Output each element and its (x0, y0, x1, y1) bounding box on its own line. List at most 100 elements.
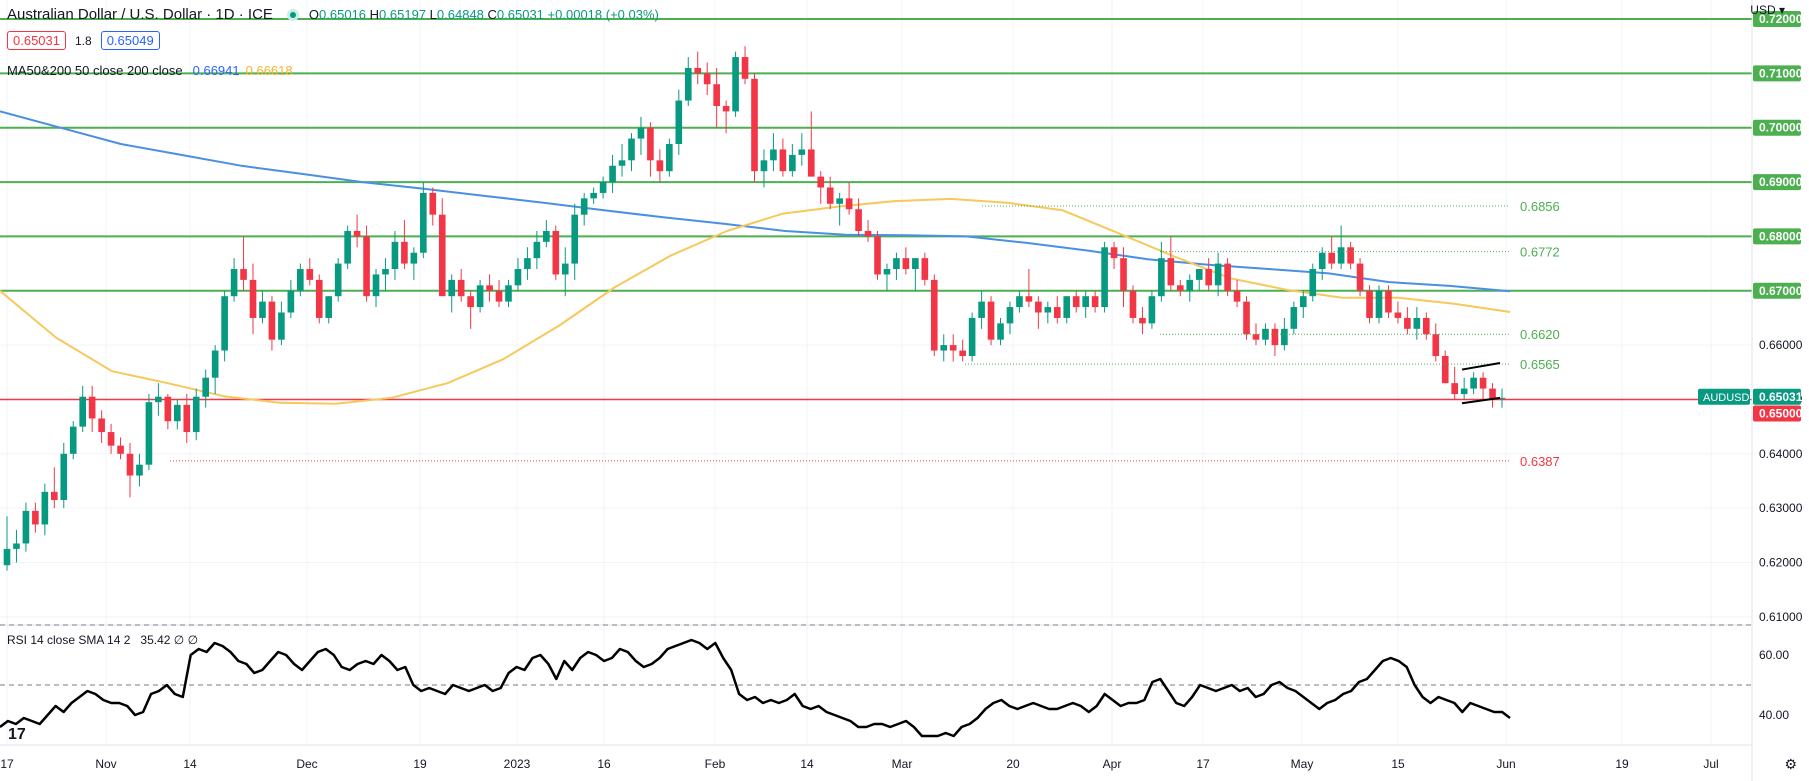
annotations: 0.6856 0.6772 0.6620 0.6565 0.6387 (170, 199, 1560, 469)
candle-body (117, 445, 124, 454)
candle-body (1252, 334, 1260, 340)
rsi-legend[interactable]: RSI 14 close SMA 14 2 35.42 ∅ ∅ (7, 633, 198, 647)
candle-body (1394, 312, 1402, 318)
candle-body (930, 279, 938, 351)
price-tick-label: 0.72000 (1759, 12, 1803, 26)
ma200-value: 0.66941 (192, 63, 240, 78)
rsi-tick-label: 60.00 (1759, 648, 1789, 662)
candle-body (524, 258, 531, 270)
candle-body (1176, 285, 1184, 291)
time-tick-label: 19 (413, 757, 427, 771)
gear-icon[interactable]: ⚙ (1784, 756, 1797, 772)
time-tick-label: 17 (0, 757, 14, 771)
candle-body (1441, 355, 1449, 384)
candle-body (959, 350, 966, 356)
rsi-tick-label: 40.00 (1759, 708, 1789, 722)
candle-body (637, 127, 645, 139)
candle-body (249, 279, 257, 318)
candle-body (155, 396, 162, 403)
candle-body (987, 301, 995, 340)
ma50-value: 0.66618 (245, 63, 293, 78)
candle-body (789, 154, 796, 172)
time-tick-label: 2023 (504, 757, 531, 771)
candle-body (618, 160, 626, 166)
time-tick-label: 16 (597, 757, 611, 771)
sell-button[interactable]: 0.65031 (7, 31, 66, 50)
candle-body (382, 269, 389, 275)
candle-body (457, 279, 465, 297)
candle-body (306, 269, 314, 280)
candle-body (1148, 296, 1156, 324)
candle-body (1214, 263, 1222, 286)
price-tag-bg (1753, 119, 1801, 136)
rsi-value: 35.42 (140, 633, 171, 647)
candle-body (372, 274, 380, 297)
candle-body (438, 214, 446, 297)
candle-body (533, 241, 541, 259)
candle-body (325, 296, 333, 318)
candle-body (1129, 290, 1137, 318)
candle-body (13, 543, 20, 549)
dotted-level-label: 0.6387 (1520, 454, 1560, 469)
candle-body (1432, 334, 1440, 356)
candle-body (476, 285, 484, 308)
candle-body (88, 396, 96, 419)
candle-body (1489, 388, 1496, 400)
candle-body (514, 269, 522, 286)
candle-body (1422, 317, 1430, 335)
candle-body (770, 149, 777, 161)
high-value: 0.65197 (379, 7, 427, 22)
candle-body (874, 236, 881, 275)
time-tick-label: 14 (183, 757, 197, 771)
symbol-title[interactable]: Australian Dollar / U.S. Dollar · 1D · I… (7, 6, 273, 23)
currency-selector[interactable]: USD ▾ (1750, 3, 1785, 17)
candle-body (1299, 296, 1307, 308)
time-tick-label: 20 (1006, 757, 1020, 771)
candle-body (599, 182, 607, 193)
price-tick-label: 0.71000 (1759, 66, 1803, 80)
low-value: 0.64848 (436, 7, 484, 22)
candle-body (79, 396, 87, 427)
candle-body (1404, 317, 1411, 329)
support-tag-bg (1753, 405, 1801, 422)
candle-body (126, 453, 134, 476)
candle-body (628, 138, 635, 161)
price-tick-label: 0.63000 (1759, 501, 1803, 515)
candle-body (580, 198, 588, 215)
candle-body (50, 491, 58, 500)
candle-body (1053, 307, 1061, 318)
candle-body (136, 464, 143, 476)
candle-body (845, 198, 853, 210)
candle-body (60, 453, 68, 500)
candle-body (1347, 247, 1354, 264)
candle-body (675, 100, 683, 145)
candle-body (1205, 269, 1212, 286)
buy-button[interactable]: 0.65049 (100, 31, 160, 50)
candle-body (836, 198, 843, 204)
candle-body (505, 285, 512, 302)
candle-body (1470, 377, 1477, 389)
candle-body (779, 149, 787, 172)
candle-body (315, 279, 323, 318)
candle-body (287, 290, 295, 313)
candle-body (543, 230, 550, 242)
time-tick-label: 15 (1391, 757, 1405, 771)
candle-body (344, 230, 351, 264)
candle-body (1385, 290, 1392, 313)
candle-body (1186, 279, 1194, 291)
last-price-tag-bg (1753, 388, 1801, 405)
time-tick-label: 17 (1196, 757, 1210, 771)
candle-body (240, 269, 247, 280)
ma-legend[interactable]: MA50&200 50 close 200 close 0.66941 0.6661… (7, 63, 293, 78)
candle-body (1498, 397, 1506, 399)
candle-body (949, 345, 957, 351)
candle-body (609, 165, 616, 183)
pennant-upper-line (1461, 362, 1501, 371)
time-tick-label: May (1291, 757, 1314, 771)
time-tick-label: 19 (1615, 757, 1629, 771)
candle-body (1120, 258, 1127, 291)
symbol-tag-bg (1698, 388, 1750, 405)
candle-body (666, 144, 673, 172)
candle-body (174, 404, 181, 422)
